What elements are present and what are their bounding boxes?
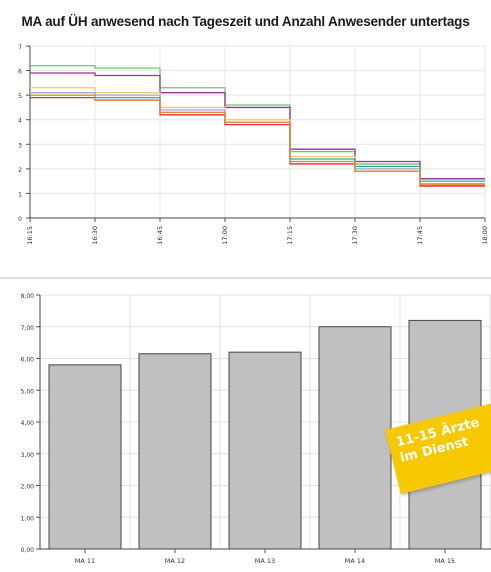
x-tick-label: 17:45 <box>416 226 424 245</box>
chart-divider <box>0 277 491 279</box>
y-tick-label: 6,00 <box>21 357 35 364</box>
series-line <box>30 65 485 180</box>
x-tick-label: 17:00 <box>221 226 229 245</box>
x-tick-label: MA 13 <box>255 557 275 565</box>
y-tick-label: 5 <box>18 93 22 100</box>
y-tick-label: 0,00 <box>21 547 35 554</box>
bar <box>228 351 302 550</box>
x-tick-label: 16:15 <box>26 226 34 245</box>
y-tick-label: 3,00 <box>21 452 35 459</box>
bar <box>138 353 212 550</box>
x-tick-label: 17:15 <box>286 226 294 245</box>
x-tick-label: 18:00 <box>481 226 489 245</box>
series-line <box>30 94 485 186</box>
y-tick-label: 4,00 <box>21 420 35 427</box>
bar <box>48 364 122 550</box>
y-tick-label: 2,00 <box>21 484 35 491</box>
y-tick-label: 3 <box>18 142 22 149</box>
series-line <box>30 92 485 185</box>
y-tick-label: 0 <box>18 216 22 223</box>
x-tick-label: 17:30 <box>351 226 359 245</box>
series-line <box>30 72 485 180</box>
series-line <box>30 96 485 187</box>
x-tick-label: 16:45 <box>156 226 164 245</box>
x-tick-label: MA 11 <box>75 557 95 565</box>
x-tick-label: MA 14 <box>345 557 365 565</box>
y-tick-label: 4 <box>18 118 22 125</box>
step-line-chart: 0 1 2 3 4 5 6 7 16:15 16:30 16:45 17:00 17:15 17:30 17… <box>18 44 489 245</box>
y-tick-label: 1 <box>18 191 22 198</box>
x-tick-label: MA 12 <box>165 557 185 565</box>
y-tick-label: 8,00 <box>21 293 35 300</box>
y-tick-label: 7 <box>18 44 22 51</box>
bar <box>318 326 392 550</box>
y-tick-label: 1,00 <box>21 515 35 522</box>
bar-chart: 0,00 1,00 2,00 3,00 4,00 5,00 6,00 7,00 8,00 MA 1… <box>21 293 491 565</box>
y-tick-label: 7,00 <box>21 325 35 332</box>
y-tick-label: 2 <box>18 167 22 174</box>
x-tick-label: 16:30 <box>91 226 99 245</box>
y-tick-label: 6 <box>18 69 22 76</box>
chart-title: MA auf ÜH anwesend nach Tageszeit und An… <box>21 14 470 29</box>
y-tick-label: 5,00 <box>21 388 35 395</box>
x-tick-label: MA 15 <box>435 557 455 565</box>
